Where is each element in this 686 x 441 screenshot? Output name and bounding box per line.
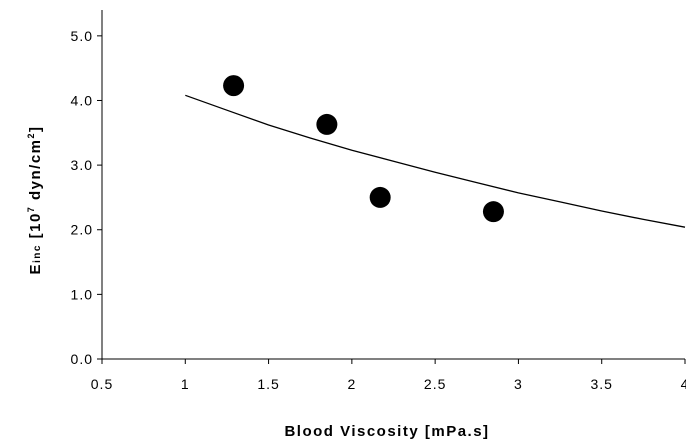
y-tick-label: 1.0 xyxy=(71,286,93,302)
y-axis-title-bracket-close: ] xyxy=(27,125,44,132)
y-axis-title: Einc [107 dyn/cm2] xyxy=(26,125,44,274)
y-tick-label: 4.0 xyxy=(71,92,93,108)
x-tick-label: 2 xyxy=(347,376,356,392)
data-point xyxy=(482,201,504,223)
trend-line xyxy=(185,94,686,228)
data-point xyxy=(316,113,338,135)
y-tick-label: 0.0 xyxy=(71,351,93,367)
y-axis-title-subscript: inc xyxy=(32,244,43,263)
y-axis-title-exponent: 7 xyxy=(26,206,36,213)
x-tick-label: 4 xyxy=(681,376,686,392)
x-tick-label: 0.5 xyxy=(91,376,113,392)
data-point xyxy=(223,75,245,97)
y-tick-label: 5.0 xyxy=(71,28,93,44)
y-axis-title-unit: dyn/cm xyxy=(27,138,44,205)
y-tick-label: 2.0 xyxy=(71,222,93,238)
y-axis-title-bracket-open: [10 xyxy=(27,212,44,244)
x-tick-label: 1 xyxy=(181,376,190,392)
y-axis-title-unit-exponent: 2 xyxy=(26,132,36,139)
data-point xyxy=(369,186,391,208)
x-tick-label: 1.5 xyxy=(257,376,279,392)
x-axis-ticks: 0.5 1 1.5 2 2.5 3 3.5 4 xyxy=(91,359,686,392)
y-axis-title-main: E xyxy=(27,263,44,275)
x-tick-label: 3.5 xyxy=(590,376,612,392)
x-tick-label: 2.5 xyxy=(424,376,446,392)
y-axis-ticks: 0.0 1.0 2.0 3.0 4.0 5.0 xyxy=(71,28,102,367)
x-axis-title: Blood Viscosity [mPa.s] xyxy=(284,423,489,440)
axes xyxy=(101,10,685,360)
x-tick-label: 3 xyxy=(514,376,523,392)
y-tick-label: 3.0 xyxy=(71,157,93,173)
plot-area xyxy=(185,75,686,228)
